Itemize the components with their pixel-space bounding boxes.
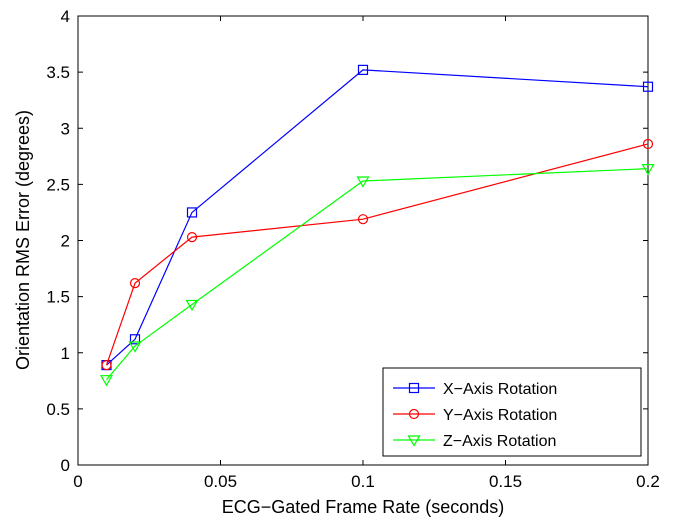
- data-point: [186, 232, 198, 243]
- legend-label: X−Axis Rotation: [443, 381, 557, 398]
- legend: X−Axis Rotation Y−Axis Rotation Z−Axis Rot…: [382, 367, 642, 457]
- legend-marker: [408, 382, 420, 394]
- data-point: [99, 375, 114, 387]
- y-tick-label: 4: [61, 7, 70, 26]
- legend-entry-2: Z−Axis Rotation: [393, 433, 556, 450]
- y-tick-label: 1.5: [46, 288, 70, 307]
- y-tick-label: 3: [61, 119, 70, 138]
- data-point: [185, 299, 199, 312]
- data-point: [357, 64, 369, 75]
- x-tick-label: 0.2: [636, 472, 660, 491]
- x-tick-label: 0.05: [204, 472, 237, 491]
- x-tick-label: 0.15: [489, 472, 522, 491]
- legend-marker: [408, 408, 420, 420]
- y-tick-label: 0.5: [46, 400, 70, 419]
- data-point: [186, 207, 198, 218]
- legend-entry-0: X−Axis Rotation: [393, 381, 557, 398]
- legend-entry-1: Y−Axis Rotation: [393, 407, 557, 424]
- data-point: [128, 341, 142, 353]
- series-line: [106, 69, 649, 366]
- y-tick-label: 2: [61, 232, 70, 251]
- data-point: [357, 214, 369, 225]
- series-line: [106, 168, 649, 381]
- series-2: [99, 164, 655, 387]
- y-tick-label: 3.5: [46, 63, 70, 82]
- data-point: [101, 359, 112, 371]
- series-1: [101, 138, 654, 371]
- legend-box: [382, 367, 642, 457]
- data-point: [641, 164, 655, 176]
- legend-marker: [407, 435, 421, 447]
- y-axis-title: Orientation RMS Error (degrees): [13, 110, 33, 370]
- data-point: [642, 81, 654, 92]
- x-axis-title: ECG−Gated Frame Rate (seconds): [222, 497, 505, 517]
- x-tick-label: 0: [73, 472, 82, 491]
- data-point: [356, 176, 370, 188]
- data-point: [129, 334, 141, 345]
- legend-label: Y−Axis Rotation: [443, 407, 557, 424]
- data-point: [642, 138, 654, 150]
- legend-items: X−Axis Rotation Y−Axis Rotation Z−Axis Rot…: [393, 381, 557, 450]
- series-line: [105, 143, 649, 366]
- data-point: [129, 278, 141, 289]
- x-tick-label: 0.1: [351, 472, 375, 491]
- y-tick-label: 2.5: [46, 175, 70, 194]
- y-tick-label: 1: [61, 344, 70, 363]
- legend-label: Z−Axis Rotation: [443, 433, 556, 450]
- axis-ticks: 0 0.05 0.1 0.15 0.2 0 0.5 1 1.5 2 2.5 3 3.5 4: [46, 7, 659, 491]
- y-tick-label: 0: [61, 456, 70, 475]
- series-layer: [99, 64, 655, 387]
